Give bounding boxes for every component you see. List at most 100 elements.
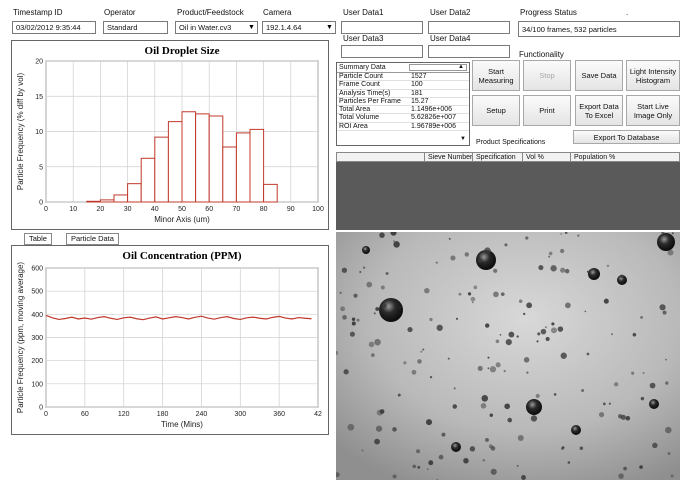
print-button[interactable]: Print: [523, 95, 571, 126]
droplet: [540, 328, 547, 335]
stop-button[interactable]: Stop: [523, 60, 571, 91]
y-tick-label: 15: [35, 94, 43, 101]
summary-row-label: Total Volume: [339, 114, 380, 122]
y-tick-label: 20: [35, 59, 43, 66]
droplet: [490, 446, 496, 451]
camera-value: 192.1.4.64: [266, 23, 302, 32]
user-data2-field[interactable]: [428, 21, 510, 34]
timestamp-field[interactable]: 03/02/2012 9:35:44: [12, 21, 96, 34]
droplet: [359, 270, 362, 274]
series-line: [45, 314, 312, 321]
light-intensity-histogram-button[interactable]: Light Intensity Histogram: [626, 60, 680, 91]
population-percent-column: Population %: [574, 154, 616, 161]
histogram-bar: [86, 200, 101, 203]
chevron-down-icon[interactable]: ▼: [248, 24, 255, 31]
droplet: [508, 331, 515, 338]
y-axis-label: Particle Frequency (% diff by vol): [16, 73, 25, 191]
droplet: [336, 350, 339, 355]
chart-title: Oil Concentration (PPM): [122, 250, 241, 262]
droplet: [665, 426, 672, 434]
droplet: [429, 376, 433, 379]
summary-scroll-down[interactable]: ▼: [460, 136, 466, 142]
droplet: [504, 243, 508, 247]
product-dropdown[interactable]: Oil in Water.cv3 ▼: [175, 21, 258, 34]
summary-row: Particle Count 1527: [337, 73, 469, 82]
droplet: [536, 340, 539, 343]
summary-scroll-up[interactable]: ▲: [409, 64, 467, 71]
user-data1-label: User Data1: [343, 8, 384, 17]
start-live-image-button[interactable]: Start Live Image Only: [626, 95, 680, 126]
droplet: [452, 404, 458, 409]
droplet: [342, 315, 347, 320]
droplet: [625, 415, 631, 421]
save-data-button[interactable]: Save Data: [575, 60, 623, 91]
x-tick-label: 20: [97, 206, 105, 213]
camera-dropdown[interactable]: 192.1.4.64 ▼: [262, 21, 336, 34]
droplet: [530, 415, 538, 422]
export-database-button[interactable]: Export To Database: [573, 130, 680, 144]
summary-row-label: Particle Count: [339, 73, 383, 80]
droplet: [584, 310, 587, 313]
droplet: [407, 327, 413, 333]
histogram-bar: [140, 157, 156, 203]
user-data1-field[interactable]: [341, 21, 423, 34]
droplet: [375, 425, 383, 432]
droplet: [471, 301, 474, 304]
tab-table[interactable]: Table: [24, 233, 52, 245]
droplet: [380, 285, 385, 290]
droplet: [603, 402, 606, 406]
droplet: [657, 233, 675, 251]
summary-row-label: Particles Per Frame: [339, 97, 401, 105]
droplet: [640, 315, 644, 319]
droplet: [351, 321, 356, 326]
droplet: [521, 475, 526, 480]
droplet: [588, 268, 600, 280]
user-data3-label: User Data3: [343, 34, 384, 43]
histogram-bar: [195, 113, 210, 203]
droplet: [670, 474, 674, 478]
droplet: [537, 332, 541, 336]
user-data3-field[interactable]: [341, 45, 423, 58]
export-excel-button[interactable]: Export Data To Excel: [575, 95, 623, 126]
droplet: [425, 419, 433, 426]
droplet: [426, 468, 429, 471]
droplet: [464, 252, 469, 257]
droplet: [495, 339, 500, 344]
droplet: [550, 327, 557, 334]
start-measuring-button[interactable]: Start Measuring: [472, 60, 520, 91]
x-tick-label: 60: [81, 411, 89, 418]
droplet: [631, 371, 635, 375]
droplet: [477, 365, 483, 372]
summary-row-value: 1.1496e+006: [411, 106, 453, 114]
droplet: [649, 399, 659, 409]
summary-row-label: Analysis Time(s): [339, 89, 391, 97]
droplet: [368, 341, 375, 348]
droplet: [463, 458, 469, 464]
droplet: [379, 232, 385, 238]
x-tick-label: 360: [273, 411, 285, 418]
chevron-down-icon[interactable]: ▼: [326, 24, 333, 31]
droplet: [503, 369, 506, 373]
operator-label: Operator: [104, 8, 136, 17]
droplet: [429, 317, 433, 322]
droplet: [340, 306, 346, 312]
droplet: [525, 236, 529, 240]
x-tick-label: 10: [69, 206, 77, 213]
vol-percent-column: Vol %: [523, 153, 571, 163]
x-tick-label: 120: [118, 411, 130, 418]
droplet: [390, 232, 397, 236]
droplet: [560, 352, 567, 359]
droplet: [489, 413, 493, 417]
droplet: [504, 403, 511, 410]
histogram-bar: [249, 128, 265, 203]
setup-button[interactable]: Setup: [472, 95, 520, 126]
user-data4-field[interactable]: [428, 45, 510, 58]
operator-field[interactable]: Standard: [103, 21, 168, 34]
droplet: [545, 337, 550, 342]
histogram-bar: [235, 132, 251, 203]
droplet: [422, 348, 425, 351]
droplet: [392, 474, 397, 479]
user-data2-label: User Data2: [430, 8, 471, 17]
tab-particle-data[interactable]: Particle Data: [66, 233, 119, 245]
sieve-number-column: Sieve Number: [425, 153, 473, 163]
